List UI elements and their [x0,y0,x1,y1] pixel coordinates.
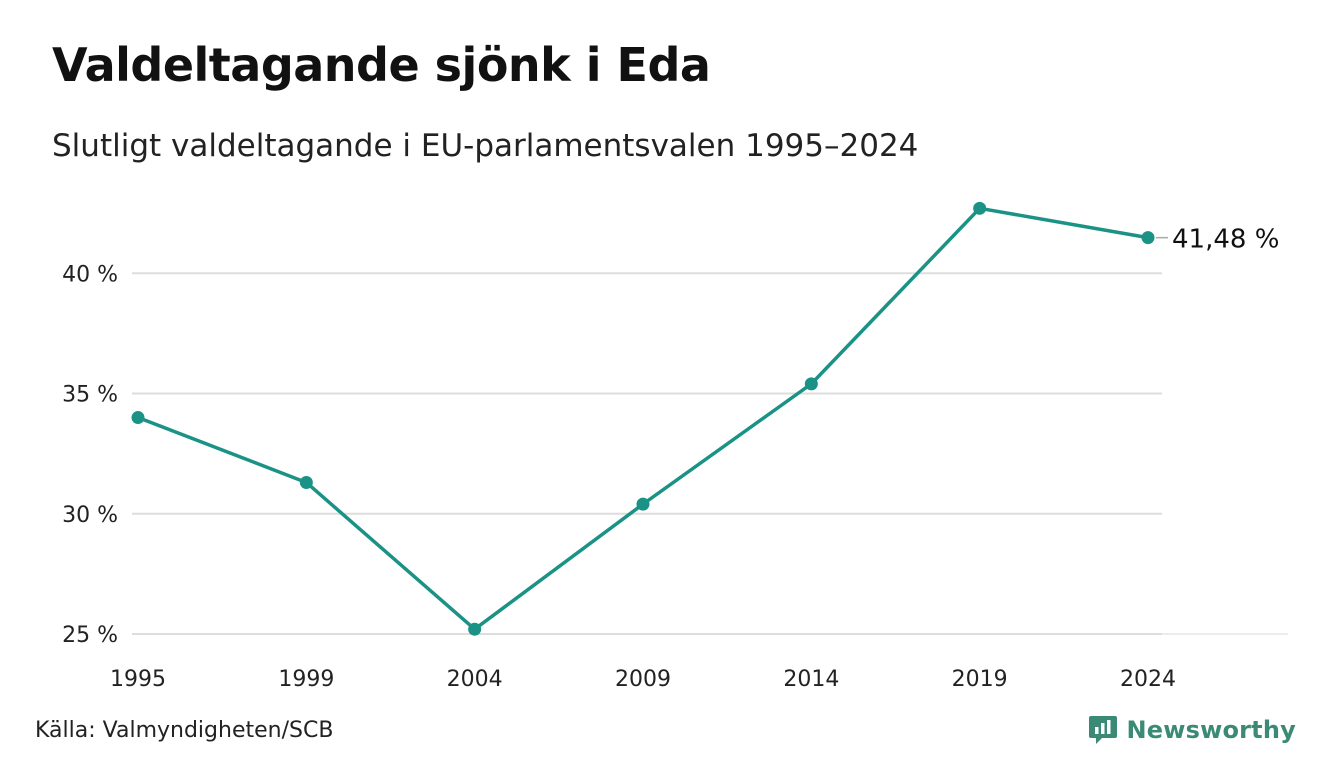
x-tick-label: 2024 [1120,667,1176,692]
x-tick-label: 2019 [952,667,1008,692]
gridlines [132,272,1288,635]
data-point[interactable] [131,411,145,425]
y-tick-label: 40 % [62,262,118,287]
data-point[interactable] [299,475,313,489]
chart-subtitle: Slutligt valdeltagande i EU-parlamentsva… [52,128,919,164]
newsworthy-logo-icon [1089,716,1118,744]
data-point[interactable] [636,497,650,511]
source-note: Källa: Valmyndigheten/SCB [35,718,334,743]
x-tick-label: 1999 [278,667,334,692]
data-point[interactable] [468,622,482,636]
data-point[interactable] [804,377,818,391]
series-layer [131,201,1155,636]
y-tick-label: 35 % [62,383,118,408]
x-tick-label: 2004 [447,667,503,692]
chart-title: Valdeltagande sjönk i Eda [52,38,711,92]
y-axis-ticks: 25 % 30 % 35 % 40 % [62,262,118,648]
x-tick-label: 1995 [110,667,166,692]
y-tick-label: 25 % [62,623,118,648]
x-tick-label: 2009 [615,667,671,692]
series-line [137,206,1149,631]
brand-name: Newsworthy [1126,716,1296,744]
x-axis-ticks: 1995 1999 2004 2009 2014 2019 2024 [110,667,1176,692]
y-tick-label: 30 % [62,503,118,528]
data-labels: 41,48 % [1156,225,1279,255]
data-point[interactable] [1141,231,1155,245]
brand-logo[interactable]: Newsworthy [1088,714,1296,746]
x-tick-label: 2014 [783,667,839,692]
end-value-label: 41,48 % [1172,225,1279,255]
data-point[interactable] [973,201,987,215]
